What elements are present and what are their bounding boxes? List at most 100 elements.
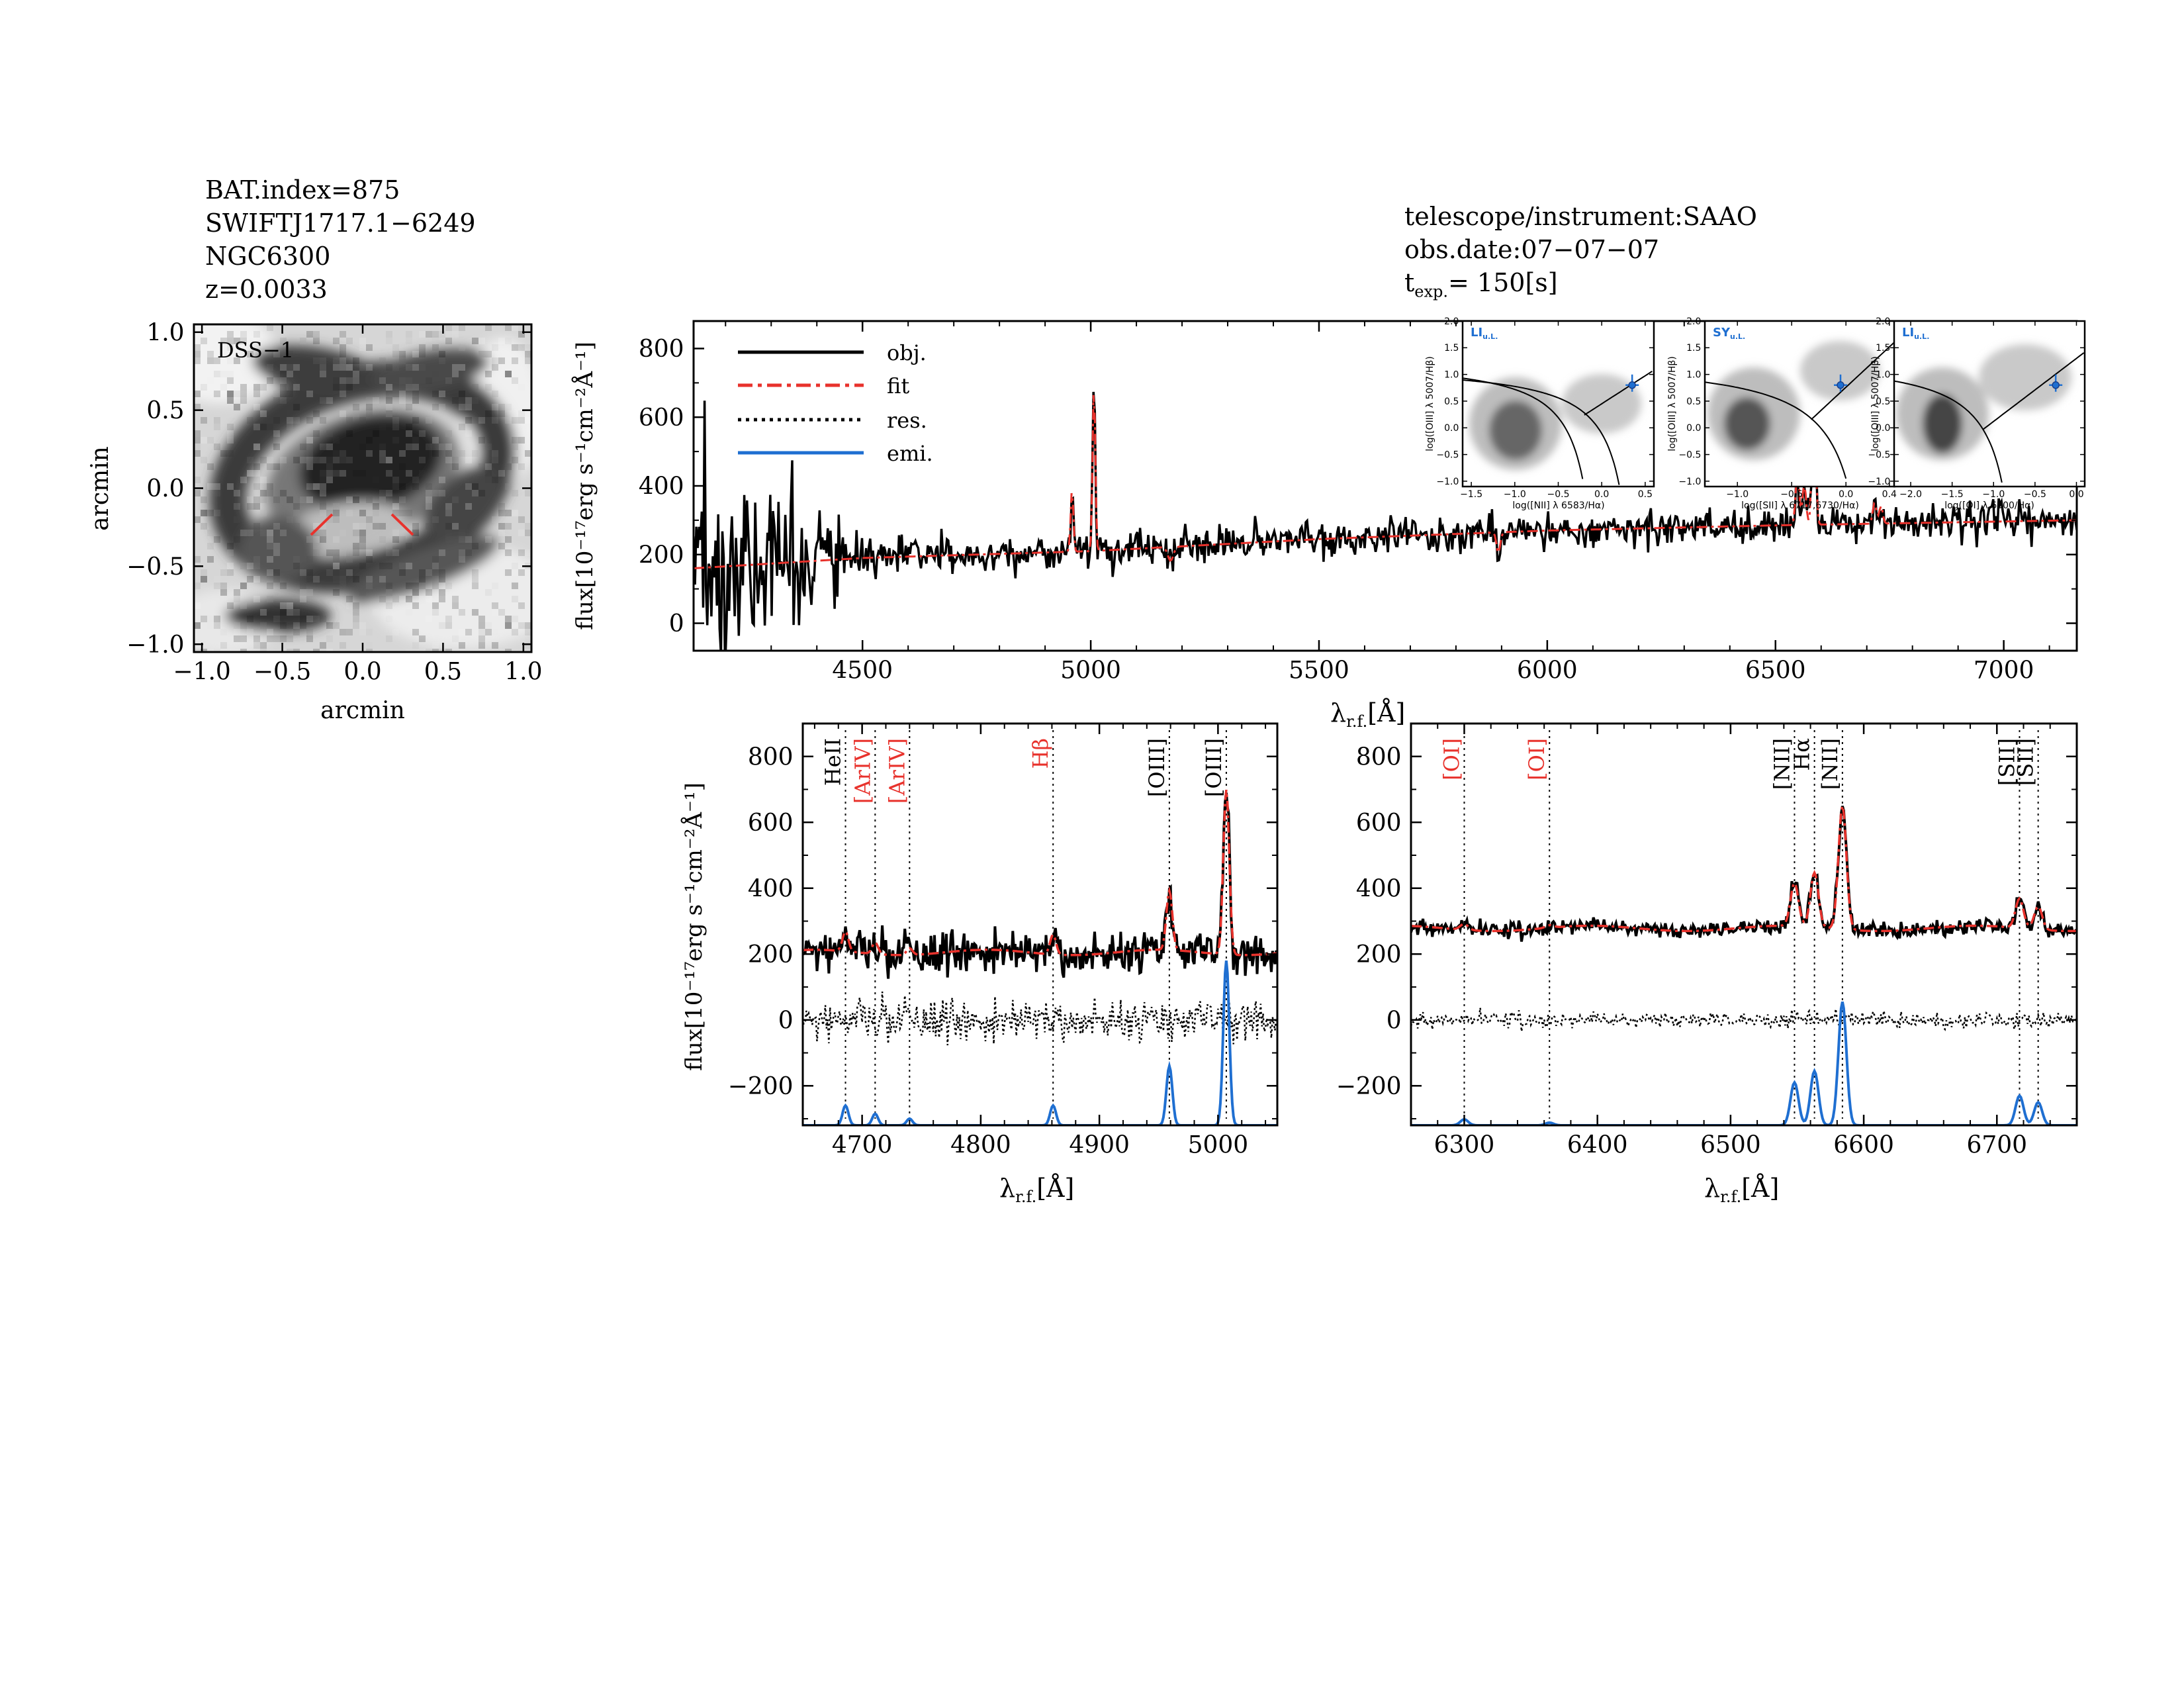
image-pixel — [346, 338, 353, 344]
image-pixel — [406, 444, 412, 450]
image-pixel — [273, 351, 280, 357]
image-pixel — [525, 357, 531, 364]
image-pixel — [412, 602, 419, 609]
image-pixel — [340, 576, 346, 583]
image-pixel — [333, 536, 340, 543]
image-pixel — [366, 576, 373, 583]
y-tick-label: −0.5 — [1436, 450, 1459, 461]
bpt-point-marker — [1837, 381, 1844, 389]
image-pixel — [498, 503, 505, 510]
main-xlabel: λr.f.[Å] — [1330, 698, 1405, 731]
image-pixel — [313, 649, 320, 652]
x-tick-label: 7000 — [1974, 657, 2034, 684]
image-pixel — [419, 457, 426, 463]
image-pixel — [386, 384, 392, 391]
x-tick-label: 5000 — [1188, 1131, 1249, 1158]
image-pixel — [207, 622, 214, 629]
image-pixel-noise — [194, 324, 531, 652]
image-pixel — [240, 583, 247, 589]
image-pixel — [525, 642, 531, 649]
image-pixel — [194, 556, 201, 563]
image-pixel — [432, 576, 439, 583]
image-pixel — [366, 510, 373, 516]
hbeta-xlabel-unit: [Å] — [1036, 1174, 1074, 1203]
image-pixel — [505, 616, 512, 622]
image-pixel — [267, 463, 273, 470]
image-pixel — [234, 516, 240, 523]
image-pixel — [498, 523, 505, 530]
main-xlabel-unit: [Å] — [1367, 698, 1405, 727]
image-pixel — [253, 523, 260, 530]
image-pixel — [320, 397, 326, 404]
image-pixel — [240, 583, 247, 589]
image-pixel — [340, 344, 346, 351]
y-tick-label: 1.5 — [1444, 343, 1459, 353]
image-pixel — [353, 470, 359, 477]
main-fit-line — [694, 387, 2077, 569]
image-pixel — [306, 556, 313, 563]
image-pixel — [406, 424, 412, 430]
image-pixel — [465, 549, 472, 556]
image-pixel — [194, 344, 201, 351]
image-pixel — [432, 338, 439, 344]
image-pixel — [326, 463, 333, 470]
image-pixel — [459, 450, 465, 457]
image-pixel — [399, 357, 406, 364]
image-pixel — [293, 404, 300, 410]
image-pixel — [386, 490, 392, 496]
x-tick-label: 4800 — [950, 1131, 1011, 1158]
image-pixel — [525, 490, 531, 496]
image-pixel — [287, 424, 293, 430]
image-pixel — [313, 549, 320, 556]
image-pixel — [267, 483, 273, 490]
y-tick-label: 0.0 — [146, 475, 184, 502]
image-pixel — [240, 602, 247, 609]
bpt-sii-ylabel: log([OIII] λ 5007/Hβ) — [1667, 356, 1678, 451]
image-pixel — [340, 357, 346, 364]
image-pixel — [227, 357, 234, 364]
y-tick-label: −1.0 — [1868, 477, 1890, 487]
image-pixel — [518, 569, 525, 576]
image-pixel — [273, 397, 280, 404]
image-pixel — [485, 629, 492, 635]
x-tick-label: 6000 — [1517, 657, 1578, 684]
image-pixel — [432, 642, 439, 649]
image-pixel — [234, 629, 240, 635]
image-pixel — [386, 616, 392, 622]
image-pixel — [273, 430, 280, 437]
image-pixel — [472, 543, 478, 549]
image-pixel — [207, 463, 214, 470]
image-pixel — [472, 417, 478, 424]
image-pixel — [392, 596, 399, 602]
image-pixel — [346, 496, 353, 503]
image-pixel — [498, 410, 505, 417]
image-pixel — [194, 602, 201, 609]
image-pixel — [439, 589, 445, 596]
image-pixel — [287, 391, 293, 397]
image-pixel — [293, 609, 300, 616]
image-pixel — [472, 583, 478, 589]
image-pixel — [306, 589, 313, 596]
image-pixel — [340, 364, 346, 371]
image-pixel — [227, 391, 234, 397]
image-pixel — [465, 503, 472, 510]
image-pixel — [432, 516, 439, 523]
image-pixel — [406, 404, 412, 410]
image-pixel — [392, 503, 399, 510]
image-pixel — [287, 649, 293, 652]
image-pixel — [392, 549, 399, 556]
y-tick-label: 600 — [639, 404, 684, 432]
image-pixel — [240, 530, 247, 536]
image-pixel — [333, 556, 340, 563]
image-pixel — [426, 569, 432, 576]
image-pixel — [240, 635, 247, 642]
image-pixel — [472, 576, 478, 583]
image-pixel — [505, 510, 512, 516]
image-pixel — [346, 457, 353, 463]
x-tick-label: 6500 — [1745, 657, 1806, 684]
image-pixel — [379, 450, 386, 457]
image-pixel — [373, 477, 379, 483]
image-pixel — [432, 516, 439, 523]
main-obj-line — [694, 378, 2077, 651]
image-pixel — [194, 404, 201, 410]
